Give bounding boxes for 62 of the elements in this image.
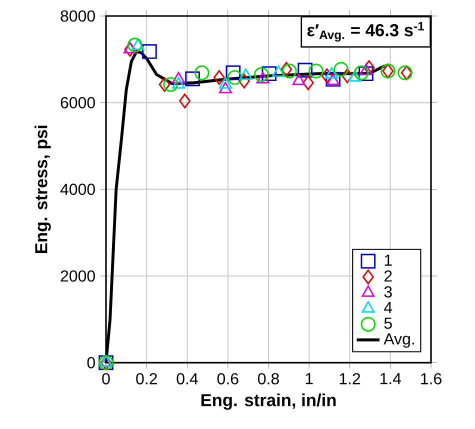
point [227, 70, 242, 85]
point [123, 42, 136, 54]
point [398, 65, 412, 80]
y-tick-label: 0 [87, 357, 95, 368]
point [282, 64, 297, 78]
point [142, 44, 157, 59]
point [213, 70, 225, 85]
x-tick-label: 0.6 [217, 373, 238, 384]
point [163, 77, 178, 92]
x-tick-label: 0 [102, 373, 110, 384]
point [308, 64, 324, 78]
point [239, 68, 252, 80]
point [127, 38, 142, 52]
point [131, 38, 144, 50]
point [172, 72, 186, 84]
point [298, 62, 312, 78]
legend-label: Avg. [384, 333, 414, 348]
point [262, 66, 277, 82]
x-tick-label: 0.4 [176, 373, 198, 384]
text: ε′$_{Avg.}$ = 46.3 s$^{-1}$ [307, 22, 424, 42]
y-tick-label: 8000 [60, 10, 95, 22]
point [218, 77, 232, 89]
x-axis-title: Eng. strain, in/in [201, 394, 336, 410]
point [238, 74, 250, 88]
point [194, 65, 210, 80]
point [325, 67, 338, 79]
point [218, 82, 232, 94]
point [302, 75, 314, 90]
x-tick-label: 1.6 [421, 373, 442, 384]
legend-label: 5 [384, 318, 392, 329]
legend-label: 4 [384, 302, 392, 314]
y-tick-label: 6000 [60, 97, 95, 108]
point [280, 62, 292, 77]
point [400, 65, 412, 80]
x-tick-label: 0.8 [258, 373, 279, 384]
point [363, 60, 375, 75]
y-tick-label: 2000 [60, 270, 95, 282]
point [185, 71, 200, 86]
point [321, 68, 333, 84]
point [348, 70, 362, 82]
point [342, 68, 354, 84]
legend-label: 1 [384, 254, 392, 266]
legend-label: 2 [384, 270, 392, 282]
x-tick-label: 1.4 [380, 373, 402, 384]
point [172, 77, 186, 89]
point [292, 74, 306, 86]
point [272, 65, 285, 77]
point [226, 65, 241, 80]
x-tick-label: 0.2 [136, 373, 157, 384]
point [354, 65, 369, 80]
point [256, 72, 270, 84]
point [358, 66, 374, 82]
point [158, 77, 170, 92]
point [254, 67, 269, 82]
point [359, 64, 373, 76]
x-tick-label: 1.2 [340, 373, 360, 384]
point [334, 62, 348, 77]
x-tick-label: 1 [306, 373, 313, 384]
point [179, 94, 191, 108]
y-axis-title: Eng. stress, psi [34, 126, 51, 254]
y-tick-label: 4000 [60, 184, 95, 195]
legend-label: 3 [384, 286, 392, 298]
